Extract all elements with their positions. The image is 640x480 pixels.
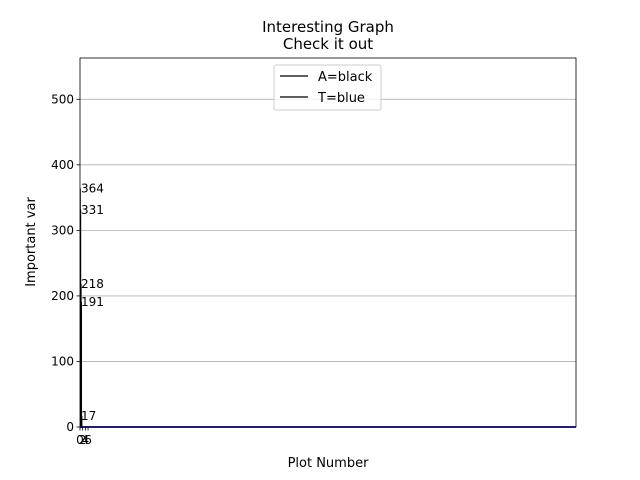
y-tick-label: 0	[66, 420, 74, 434]
legend-label-series-t: T=blue	[317, 91, 365, 106]
x-tick-label: 2	[79, 433, 87, 447]
plot-frame	[79, 57, 577, 428]
legend-label-series-a: A=black	[318, 70, 373, 85]
legend: A=black T=blue	[273, 64, 382, 111]
x-tick-label: 6	[84, 433, 92, 447]
x-axis-label: Plot Number	[288, 456, 370, 471]
y-axis-label: Important var	[24, 197, 39, 287]
y-tick-label: 500	[51, 92, 74, 106]
chart-title: Interesting Graph	[262, 18, 394, 36]
bar	[80, 188, 81, 427]
y-tick-label: 300	[51, 223, 74, 237]
y-tick-label: 100	[51, 354, 74, 368]
data-label: 218	[81, 277, 104, 291]
annotation-layer: 364 331 218 191 17	[81, 181, 104, 422]
y-tick-label: 200	[51, 289, 74, 303]
bar-layer	[80, 188, 83, 427]
data-label: 191	[81, 295, 104, 309]
bar	[80, 284, 82, 427]
bar	[81, 415, 83, 427]
data-label: 17	[81, 409, 96, 423]
data-label: 364	[81, 181, 104, 195]
x-tick-label: 4	[82, 433, 90, 447]
x-tick-label: 0	[76, 433, 84, 447]
bar	[81, 301, 83, 427]
y-tick-label: 400	[51, 158, 74, 172]
chart-subtitle: Check it out	[283, 35, 373, 53]
bar	[80, 210, 82, 427]
data-label: 331	[81, 203, 104, 217]
